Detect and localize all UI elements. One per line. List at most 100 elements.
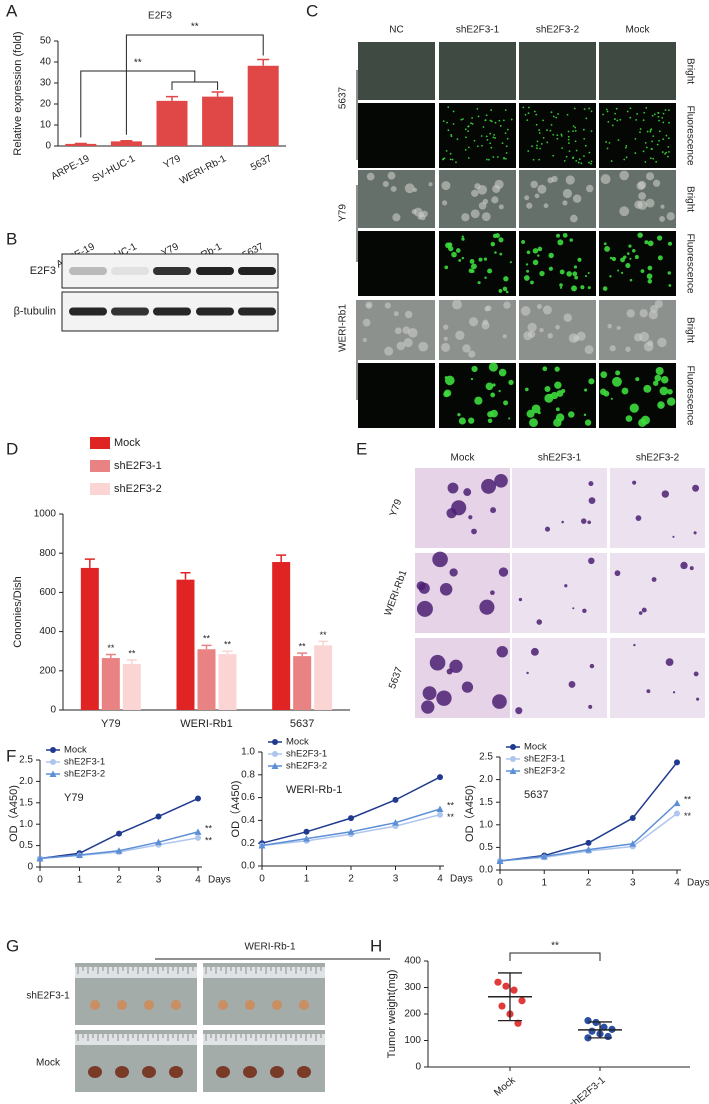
cell-signal	[574, 140, 577, 143]
colony-image	[610, 553, 705, 633]
row-type-label: Fluorescence	[684, 233, 695, 293]
cell-signal	[503, 157, 505, 160]
cell	[572, 194, 582, 203]
cell-signal	[575, 160, 578, 162]
cell-signal	[625, 156, 628, 159]
y-axis-label: Tumor weight(mg)	[386, 970, 398, 1059]
y-tick-label: 0	[45, 141, 51, 152]
error-bar	[84, 558, 95, 568]
cell-signal	[563, 160, 566, 162]
cell-signal	[661, 151, 664, 153]
cell	[543, 203, 549, 209]
colony	[564, 584, 568, 588]
colony	[416, 600, 433, 617]
significance-bracket	[125, 34, 264, 135]
colony	[518, 597, 523, 602]
cell-signal	[536, 140, 539, 143]
marker	[674, 810, 680, 817]
cell	[638, 180, 647, 189]
bar	[110, 141, 142, 146]
chart-subtitle: Y79	[64, 792, 84, 804]
error-bar	[276, 554, 287, 563]
cell-signal	[492, 136, 495, 139]
cell-signal	[625, 415, 633, 422]
marker	[258, 841, 266, 849]
legend-label: shE2F3-1	[114, 460, 162, 472]
colony	[494, 474, 508, 488]
marker	[629, 815, 636, 822]
y-axis-label: OD（A450)	[7, 785, 20, 842]
cell-signal	[654, 374, 662, 382]
y-tick-label: 200	[404, 1009, 421, 1020]
colony	[561, 520, 564, 524]
y-tick-label: 0.5	[19, 840, 33, 851]
cell-signal	[629, 257, 632, 260]
cell-signal	[571, 285, 577, 292]
marker	[392, 819, 399, 826]
colony	[580, 518, 587, 524]
cell-signal	[585, 117, 588, 120]
cell-signal	[629, 116, 632, 119]
cell-signal	[646, 130, 649, 133]
cell	[468, 317, 479, 327]
error-bar	[120, 140, 133, 142]
colony	[696, 697, 700, 701]
legend-swatch	[90, 437, 110, 449]
cell-signal	[470, 122, 472, 125]
cell-signal	[489, 132, 492, 135]
error-bar	[222, 650, 233, 655]
cell-signal	[470, 377, 474, 381]
error-bar	[318, 640, 329, 646]
colony	[490, 507, 497, 514]
cell	[471, 189, 479, 197]
fluorescence-image	[599, 103, 676, 168]
bright-field-image	[439, 170, 516, 228]
cell	[657, 337, 667, 348]
cell-signal	[588, 161, 590, 164]
x-tick-label: Mock	[492, 1074, 518, 1098]
x-tick-label: WERI-Rb-1	[178, 153, 229, 187]
cell-signal	[559, 283, 563, 287]
column-header: shE2F3-1	[456, 25, 500, 36]
cell-signal	[490, 120, 493, 123]
legend-label: shE2F3-1	[64, 757, 105, 768]
point	[584, 1017, 592, 1025]
cell	[443, 324, 449, 330]
colony	[661, 490, 670, 498]
cell-signal	[461, 235, 464, 238]
y-tick-label: 0	[50, 705, 56, 716]
cell	[443, 336, 448, 341]
cell-signal	[469, 259, 475, 264]
cell	[384, 346, 394, 356]
cell-signal	[559, 286, 563, 289]
blot-row-label: β-tubulin	[14, 305, 56, 317]
fluorescence-image	[358, 103, 435, 168]
cell	[638, 192, 647, 200]
cell	[639, 331, 650, 342]
marker	[303, 828, 310, 835]
cell	[498, 204, 504, 210]
bar	[65, 143, 97, 146]
bar	[197, 649, 216, 710]
colony	[689, 566, 694, 571]
cell-signal	[606, 147, 609, 150]
cell-signal	[489, 119, 492, 122]
cell-signal	[447, 242, 453, 248]
cell-signal	[470, 263, 477, 270]
cell-signal	[556, 233, 561, 238]
y-tick-label: 0.4	[241, 815, 255, 826]
cell-signal	[542, 119, 544, 122]
colony	[614, 570, 621, 577]
x-axis-label: Days	[687, 878, 709, 889]
marker	[116, 830, 122, 837]
colony-image	[512, 553, 607, 633]
colony	[422, 686, 437, 701]
cell-signal	[468, 417, 475, 424]
cell-signal	[567, 411, 575, 418]
point	[502, 982, 510, 990]
cell	[392, 213, 401, 222]
cell-signal	[645, 107, 648, 109]
cell-line-label: WERI-Rb1	[338, 304, 349, 352]
cell	[520, 306, 531, 316]
marker	[392, 796, 399, 803]
